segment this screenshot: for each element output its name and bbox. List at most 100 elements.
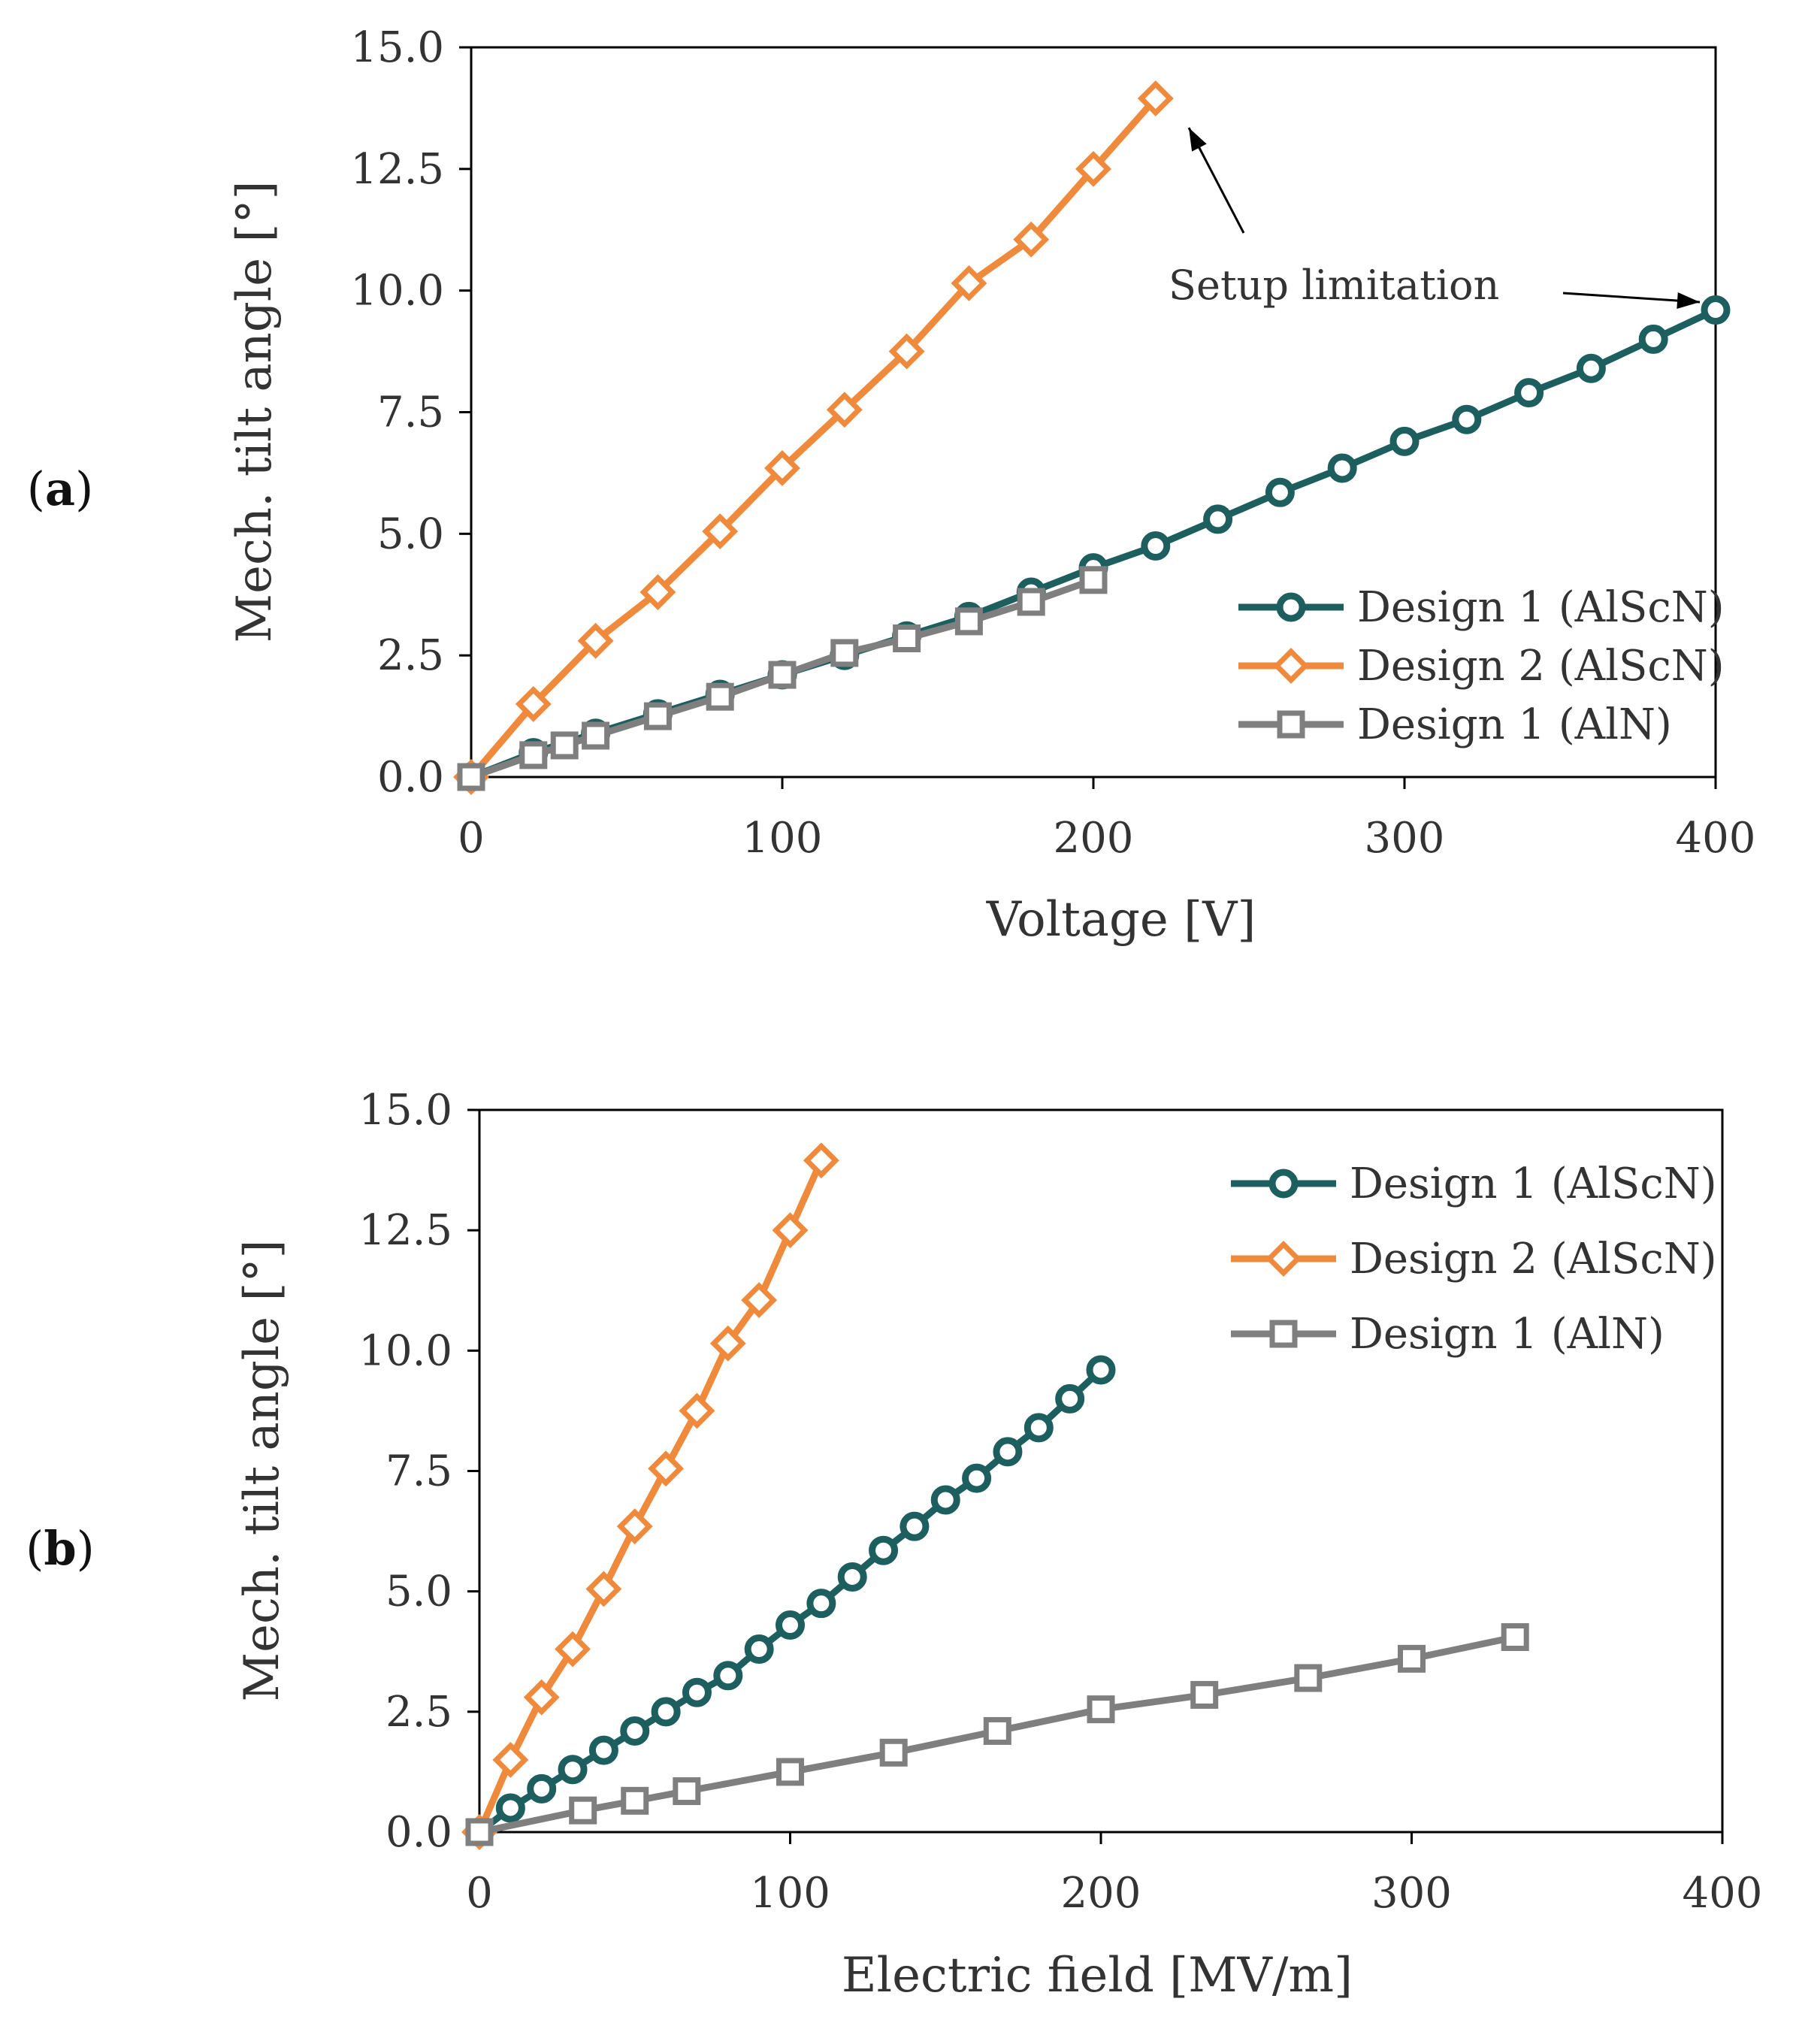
x-tick-label: 0 [458, 814, 485, 863]
data-point [954, 607, 983, 636]
data-point [706, 682, 734, 711]
data-point [1075, 150, 1111, 187]
y-tick-label: 12.5 [350, 145, 444, 194]
data-point [515, 685, 552, 722]
data-point [830, 639, 859, 667]
x-tick-label: 300 [1371, 1869, 1452, 1918]
data-point [555, 1631, 591, 1668]
data-point [869, 1535, 899, 1565]
x-tick-label: 300 [1365, 814, 1445, 863]
chart-voltage: 0.0 2.5 5.0 7.5 10.0 12.5 15.0 0 100 200 300 400 Vol… [27, 23, 1756, 948]
y-tick-label: 10.0 [350, 267, 444, 316]
data-point [930, 1485, 960, 1515]
data-point [643, 702, 672, 730]
data-point [776, 1610, 805, 1640]
data-point [616, 1508, 653, 1545]
data-point [1055, 1383, 1085, 1414]
series-design-2-alscn [461, 1142, 839, 1850]
x-tick-label: 400 [1676, 814, 1756, 863]
data-point [826, 392, 863, 428]
legend-label: Design 2 (AlScN) [1350, 1235, 1717, 1284]
y-tick-label: 10.0 [358, 1326, 452, 1375]
data-point [1452, 404, 1482, 434]
data-point [1203, 504, 1233, 534]
data-point [776, 1758, 804, 1786]
legend-marker [1273, 648, 1309, 684]
data-point [1701, 295, 1731, 325]
data-point [741, 1282, 778, 1319]
data-point [803, 1142, 839, 1179]
y-tick-label: 2.5 [386, 1688, 452, 1737]
x-tick-label: 200 [1061, 1869, 1141, 1918]
panel-label: (a) [27, 461, 94, 516]
data-point [495, 1793, 525, 1823]
data-point [1023, 1413, 1054, 1443]
annotation-arrow [1562, 292, 1701, 304]
data-point [1137, 80, 1174, 116]
x-axis-title: Electric field [MV/m] [842, 1948, 1353, 2003]
data-point [1398, 1644, 1426, 1673]
legend-marker [1268, 1169, 1299, 1199]
data-point [1079, 566, 1108, 594]
y-tick-label: 12.5 [358, 1206, 452, 1255]
data-point [673, 1777, 701, 1806]
y-tick-label: 0.0 [386, 1808, 452, 1857]
data-point [639, 574, 676, 610]
data-point [1576, 353, 1606, 383]
y-tick-label: 15.0 [358, 1086, 452, 1135]
data-point [709, 1325, 746, 1362]
data-point [1141, 531, 1171, 561]
series-line [467, 95, 1160, 781]
legend-marker [1269, 1320, 1298, 1348]
y-tick-label: 7.5 [377, 389, 444, 437]
legend: Design 1 (AlScN) Design 2 (AlScN) Design 1… [1231, 1160, 1717, 1359]
data-point [1294, 1664, 1323, 1692]
data-point [764, 449, 800, 486]
data-point [457, 763, 485, 791]
data-point [1327, 453, 1357, 483]
panel-label: (b) [26, 1521, 95, 1576]
data-point [558, 1755, 588, 1785]
legend-marker [1277, 710, 1305, 739]
data-point [702, 513, 739, 550]
data-point [577, 622, 614, 659]
data-point [1501, 1623, 1529, 1652]
data-point [772, 1212, 809, 1249]
data-point [620, 1716, 650, 1746]
data-point [1389, 426, 1420, 456]
data-point [550, 731, 579, 760]
legend: Design 1 (AlScN) Design 2 (AlScN) Design 1… [1238, 583, 1725, 749]
y-axis-title: Mech. tilt angle [°] [227, 181, 283, 643]
data-point [465, 1818, 494, 1846]
data-point [962, 1463, 992, 1493]
legend-marker [1265, 1241, 1302, 1277]
y-tick-label: 7.5 [386, 1447, 452, 1496]
arrowhead-icon [1189, 128, 1207, 152]
legend-label: Design 1 (AlN) [1357, 700, 1672, 749]
x-tick-label: 400 [1683, 1869, 1763, 1918]
data-point [879, 1738, 908, 1767]
arrowhead-icon [1677, 292, 1700, 310]
y-tick-label: 2.5 [377, 631, 444, 680]
y-tick-label: 5.0 [386, 1568, 452, 1616]
data-point [983, 1716, 1011, 1745]
data-point [900, 1511, 930, 1541]
data-point [888, 333, 925, 370]
data-point [993, 1437, 1023, 1467]
data-point [648, 1450, 685, 1487]
data-point [951, 265, 987, 301]
data-point [679, 1392, 715, 1429]
data-point [1013, 221, 1050, 258]
data-point [893, 624, 921, 653]
data-point [492, 1741, 529, 1778]
data-point [1087, 1695, 1115, 1724]
data-point [768, 661, 797, 689]
x-tick-label: 0 [466, 1869, 493, 1918]
y-tick-label: 5.0 [377, 509, 444, 558]
x-tick-label: 100 [750, 1869, 830, 1918]
data-point [1638, 324, 1668, 354]
data-point [806, 1589, 836, 1619]
legend-label: Design 2 (AlScN) [1357, 642, 1725, 691]
data-point [651, 1697, 681, 1727]
series-design-1-aln [465, 1623, 1529, 1846]
